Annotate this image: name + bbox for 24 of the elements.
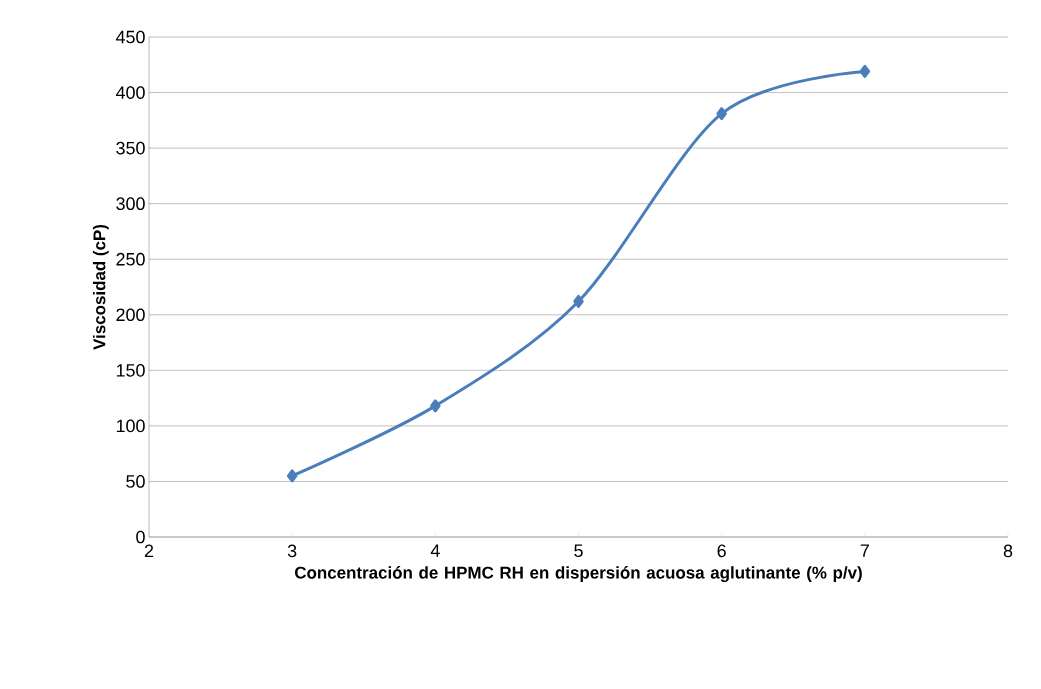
point bbox=[286, 469, 298, 483]
y-tick-label: 300 bbox=[116, 197, 145, 211]
y-tick-label: 350 bbox=[116, 141, 145, 155]
point bbox=[859, 64, 871, 78]
point bbox=[573, 294, 584, 308]
y-axis-title: Viscosidad (cP) bbox=[92, 224, 109, 350]
x-tick-label: 6 bbox=[717, 544, 726, 558]
x-tick-label: 8 bbox=[1003, 544, 1013, 558]
x-tick-label: 3 bbox=[287, 544, 297, 558]
x-tick-label: 7 bbox=[860, 544, 869, 557]
y-tick-label: 0 bbox=[136, 530, 145, 544]
y-tick-label: 50 bbox=[126, 475, 145, 488]
x-tick-label: 2 bbox=[144, 544, 154, 558]
y-tick-label: 200 bbox=[116, 308, 145, 322]
x-tick-label: 4 bbox=[430, 544, 440, 557]
x-tick-label: 5 bbox=[574, 544, 583, 558]
y-tick-label: 400 bbox=[115, 86, 145, 99]
point bbox=[430, 399, 441, 413]
x-axis-title: Concentración de HPMC RH en dispersión acuosa aglutinante (% p/v) bbox=[295, 566, 862, 583]
y-tick-label: 150 bbox=[116, 363, 145, 377]
y-tick-label: 100 bbox=[116, 419, 145, 433]
y-tick-label: 450 bbox=[115, 30, 145, 44]
y-tick-label: 250 bbox=[116, 252, 145, 266]
point bbox=[716, 107, 727, 121]
